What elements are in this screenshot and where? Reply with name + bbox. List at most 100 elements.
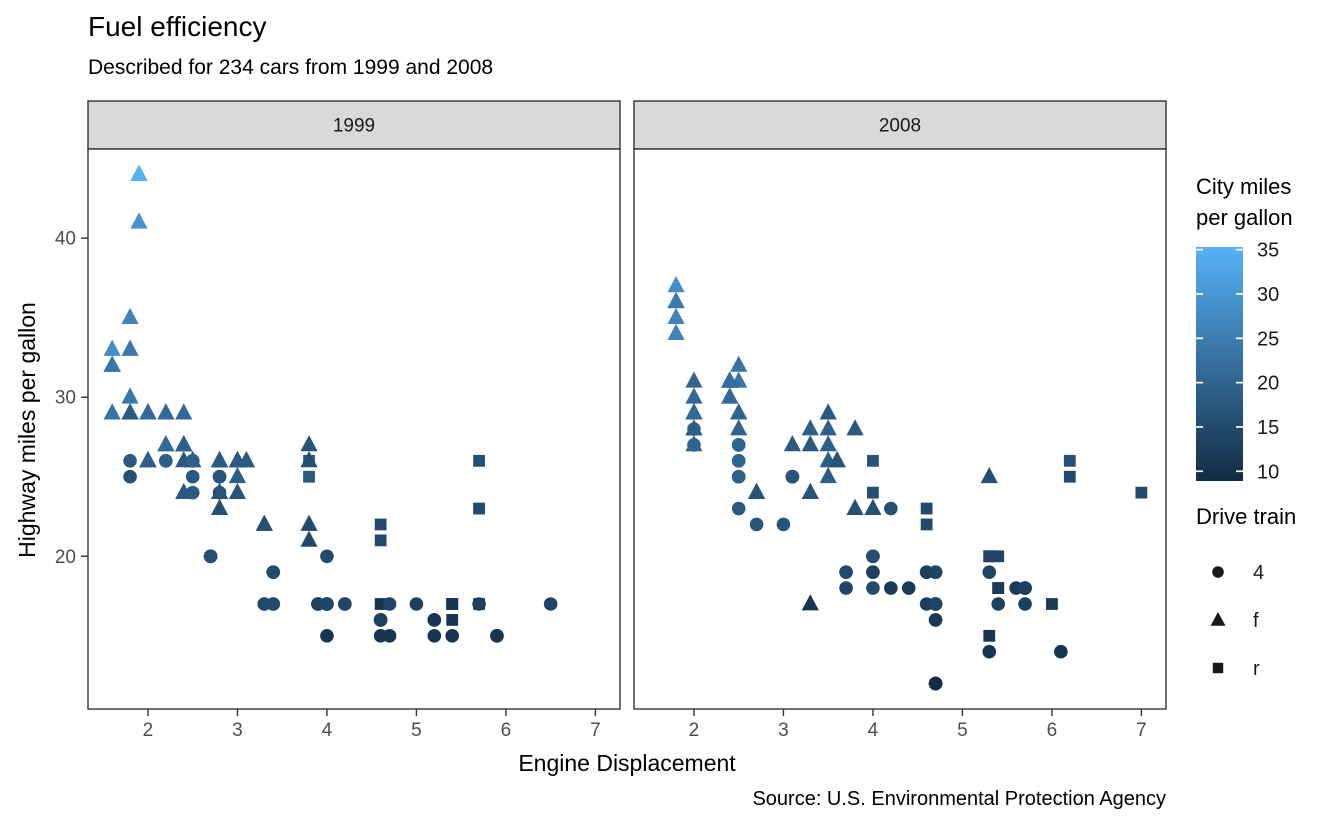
y-axis-tick-label: 40 xyxy=(55,229,76,250)
data-point xyxy=(1135,486,1148,499)
data-point xyxy=(1018,597,1032,611)
data-point xyxy=(730,355,748,372)
colorbar-tick-label: 30 xyxy=(1257,284,1279,306)
data-point xyxy=(801,419,819,436)
facet-strip-label: 1999 xyxy=(333,116,375,137)
data-point xyxy=(928,676,943,691)
x-axis-tick-label: 5 xyxy=(957,720,968,741)
data-point xyxy=(490,629,504,643)
data-point xyxy=(320,549,334,564)
data-point xyxy=(667,276,685,293)
data-point xyxy=(992,582,1005,594)
x-axis-tick-label: 7 xyxy=(1136,720,1147,741)
data-point xyxy=(901,581,916,595)
colorbar-tick-label: 35 xyxy=(1257,240,1279,262)
data-point xyxy=(212,469,227,484)
data-point xyxy=(801,435,819,452)
x-axis-tick-label: 6 xyxy=(1047,720,1058,741)
data-point xyxy=(427,613,442,627)
data-point xyxy=(801,482,819,500)
data-point xyxy=(839,565,853,579)
data-point xyxy=(473,454,485,467)
panel-border xyxy=(87,148,621,710)
facet-strip xyxy=(87,100,621,150)
y-axis-tick-label: 20 xyxy=(55,547,76,568)
panel-background xyxy=(634,149,1166,709)
panel-background xyxy=(88,149,620,709)
data-point xyxy=(667,291,685,309)
data-point xyxy=(983,629,996,642)
data-point xyxy=(919,565,934,579)
data-point xyxy=(300,451,318,468)
data-point xyxy=(121,307,139,325)
data-point xyxy=(409,597,424,611)
data-point xyxy=(819,435,837,452)
data-point xyxy=(103,339,121,356)
data-point xyxy=(819,419,837,436)
data-point xyxy=(228,482,247,500)
data-point xyxy=(991,597,1006,611)
data-point xyxy=(731,469,746,484)
x-axis-tick-label: 6 xyxy=(501,720,512,741)
data-point xyxy=(175,403,193,420)
data-point xyxy=(731,501,746,516)
data-point xyxy=(185,485,200,500)
data-point xyxy=(685,435,703,452)
data-point xyxy=(867,454,879,467)
data-point xyxy=(783,435,801,452)
colorbar-tick-label: 10 xyxy=(1257,461,1279,483)
data-point xyxy=(928,613,943,627)
data-point xyxy=(685,387,703,404)
colorbar-legend-title-line2: per gallon xyxy=(1196,205,1293,230)
data-point xyxy=(374,534,387,547)
y-axis-title: Highway miles per gallon xyxy=(14,302,40,558)
data-point xyxy=(210,451,229,468)
data-point xyxy=(1046,598,1058,610)
data-point xyxy=(123,469,137,484)
data-point xyxy=(1054,644,1068,659)
data-point xyxy=(982,565,997,579)
colorbar-tick-label: 20 xyxy=(1257,373,1279,395)
data-point xyxy=(473,502,485,515)
data-point xyxy=(721,387,739,404)
data-point xyxy=(867,486,879,499)
facet-strip xyxy=(633,100,1167,150)
data-point xyxy=(157,403,175,420)
data-point xyxy=(445,629,460,643)
data-point xyxy=(266,565,281,579)
data-point xyxy=(685,403,703,420)
x-axis-tick-label: 2 xyxy=(143,720,154,741)
data-point xyxy=(864,498,882,515)
data-point xyxy=(920,502,933,515)
shape-legend-key-triangle-icon xyxy=(1210,612,1226,626)
data-point xyxy=(103,355,121,372)
data-point xyxy=(373,613,388,627)
data-point xyxy=(866,565,880,579)
data-point xyxy=(139,451,157,468)
data-point xyxy=(185,454,200,468)
data-point xyxy=(685,419,703,436)
data-point xyxy=(749,517,764,532)
x-axis-tick-label: 4 xyxy=(322,720,333,741)
data-point xyxy=(446,614,459,626)
data-point xyxy=(255,514,273,531)
data-point xyxy=(928,597,943,611)
data-point xyxy=(730,419,748,436)
facet-strip-label: 2008 xyxy=(879,116,921,137)
data-point xyxy=(884,501,898,516)
data-point xyxy=(139,403,157,420)
x-axis-tick-label: 3 xyxy=(232,720,243,741)
data-point xyxy=(839,581,853,595)
data-point xyxy=(300,530,318,547)
shape-legend-label: r xyxy=(1253,658,1260,680)
data-point xyxy=(123,454,137,468)
shape-legend-key-square-icon xyxy=(1212,662,1224,674)
x-axis-tick-label: 3 xyxy=(778,720,789,741)
data-point xyxy=(427,629,442,643)
data-point xyxy=(175,435,193,452)
data-point xyxy=(185,469,200,484)
data-point xyxy=(159,454,173,468)
shape-legend-title: Drive train xyxy=(1196,504,1297,529)
shape-legend-label: 4 xyxy=(1253,562,1264,584)
